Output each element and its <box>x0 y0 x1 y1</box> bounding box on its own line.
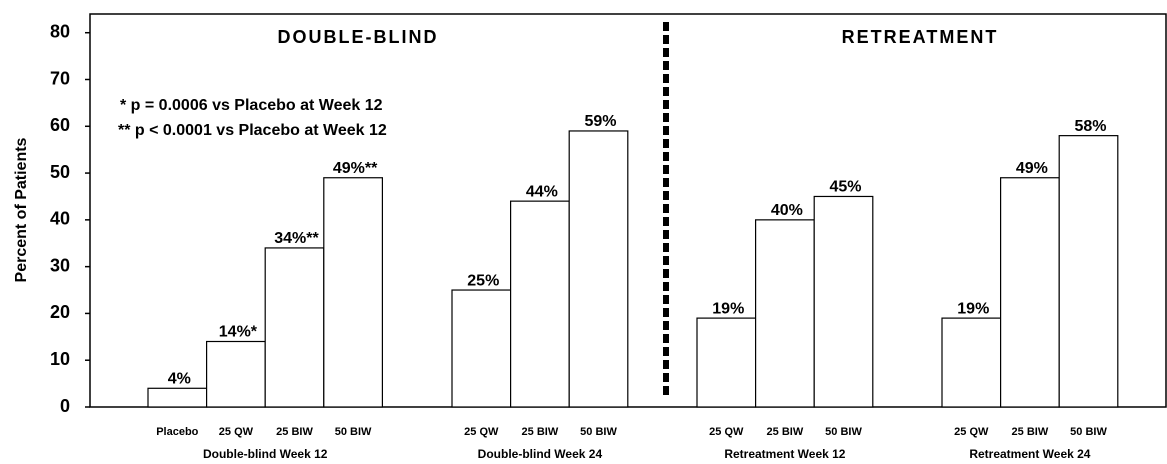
group-label: Double-blind Week 12 <box>203 447 328 461</box>
annotation: * p = 0.0006 vs Placebo at Week 12 <box>120 97 383 114</box>
value-label: 40% <box>771 202 803 219</box>
x-tick-label: 25 BIW <box>276 426 313 438</box>
value-label: 45% <box>829 179 861 196</box>
value-label: 19% <box>712 300 744 317</box>
y-tick-label: 50 <box>50 162 70 182</box>
bar <box>323 177 383 408</box>
x-tick-label: 50 BIW <box>1070 426 1107 438</box>
y-tick-label: 10 <box>50 349 70 369</box>
x-tick-label: 25 BIW <box>767 426 804 438</box>
y-tick-label: 80 <box>50 21 70 41</box>
x-tick-label: 25 QW <box>709 426 744 438</box>
bar <box>754 219 815 408</box>
value-label: 25% <box>467 272 499 289</box>
bar <box>696 317 757 408</box>
y-tick-label: 20 <box>50 302 70 322</box>
section-title: DOUBLE-BLIND <box>278 27 439 47</box>
x-tick-label: 50 BIW <box>335 426 372 438</box>
annotation: ** p < 0.0001 vs Placebo at Week 12 <box>118 122 387 139</box>
value-label: 49% <box>1016 160 1048 177</box>
group-label: Retreatment Week 24 <box>969 447 1090 461</box>
value-label: 4% <box>168 371 191 388</box>
x-tick-label: Placebo <box>156 426 198 438</box>
bar <box>813 195 874 408</box>
value-label: 44% <box>526 183 558 200</box>
bar <box>147 387 208 408</box>
bar <box>206 340 266 408</box>
group-label: Retreatment Week 12 <box>724 447 845 461</box>
value-label: 14%* <box>219 324 258 341</box>
value-label: 59% <box>584 113 616 130</box>
value-label: 34%** <box>274 230 319 247</box>
x-tick-label: 25 BIW <box>1012 426 1049 438</box>
value-label: 58% <box>1074 118 1106 135</box>
x-tick-label: 25 QW <box>464 426 499 438</box>
bar <box>1058 135 1119 408</box>
value-label: 49%** <box>333 160 378 177</box>
y-axis-label: Percent of Patients <box>13 137 30 282</box>
section-title: RETREATMENT <box>842 27 999 47</box>
y-tick-label: 30 <box>50 255 70 275</box>
x-tick-label: 50 BIW <box>825 426 862 438</box>
y-tick-label: 70 <box>50 68 70 88</box>
group-label: Double-blind Week 24 <box>478 447 603 461</box>
bar <box>568 130 629 408</box>
bar <box>264 247 325 408</box>
y-tick-label: 0 <box>60 396 70 416</box>
y-tick-label: 40 <box>50 209 70 229</box>
x-tick-label: 25 QW <box>954 426 989 438</box>
x-tick-label: 25 BIW <box>522 426 559 438</box>
bar <box>941 317 1002 408</box>
x-tick-label: 25 QW <box>219 426 254 438</box>
x-tick-label: 50 BIW <box>580 426 617 438</box>
bar <box>451 289 512 408</box>
bar <box>510 200 570 408</box>
bar <box>999 177 1060 408</box>
y-tick-label: 60 <box>50 115 70 135</box>
value-label: 19% <box>957 300 989 317</box>
